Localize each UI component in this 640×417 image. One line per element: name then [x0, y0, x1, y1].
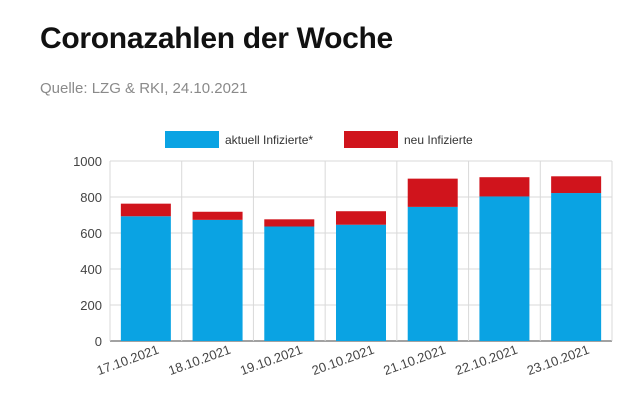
legend: aktuell Infizierte* neu Infizierte — [165, 131, 473, 148]
legend-label-neu: neu Infizierte — [404, 133, 473, 147]
bar-neu — [551, 176, 602, 194]
x-tick-label: 23.10.2021 — [525, 342, 591, 378]
legend-swatch-neu — [344, 131, 398, 148]
x-tick-label: 17.10.2021 — [95, 342, 161, 378]
x-axis: 17.10.2021 18.10.2021 19.10.2021 20.10.2021… — [95, 342, 592, 378]
x-tick-label: 20.10.2021 — [310, 342, 376, 378]
y-tick-label: 200 — [80, 298, 102, 313]
x-tick-label: 18.10.2021 — [166, 342, 232, 378]
y-tick-label: 600 — [80, 226, 102, 241]
bar-neu — [336, 211, 386, 225]
y-tick-label: 1000 — [73, 154, 102, 169]
bar-aktuell — [479, 196, 530, 341]
source-caption: Quelle: LZG & RKI, 24.10.2021 — [40, 80, 248, 97]
x-tick-label: 22.10.2021 — [453, 342, 519, 378]
bar-aktuell — [264, 226, 315, 341]
bar-aktuell — [192, 219, 243, 341]
bar-neu — [120, 203, 171, 217]
bar-neu — [407, 178, 458, 207]
bar-neu — [264, 219, 315, 227]
y-tick-label: 800 — [80, 190, 102, 205]
x-tick-label: 21.10.2021 — [381, 342, 447, 378]
y-axis: 0 200 400 600 800 1000 — [73, 154, 102, 349]
bars — [120, 176, 602, 341]
bar-neu — [192, 211, 243, 220]
bar-aktuell — [407, 206, 458, 341]
x-tick-label: 19.10.2021 — [238, 342, 304, 378]
legend-label-aktuell: aktuell Infizierte* — [225, 133, 313, 147]
bar-aktuell — [551, 193, 602, 341]
bar-neu — [479, 177, 530, 197]
bar-aktuell — [120, 216, 171, 341]
chart-title: Coronazahlen der Woche — [40, 22, 393, 55]
legend-swatch-aktuell — [165, 131, 219, 148]
y-tick-label: 400 — [80, 262, 102, 277]
bar-aktuell — [336, 224, 386, 341]
y-tick-label: 0 — [95, 334, 102, 349]
